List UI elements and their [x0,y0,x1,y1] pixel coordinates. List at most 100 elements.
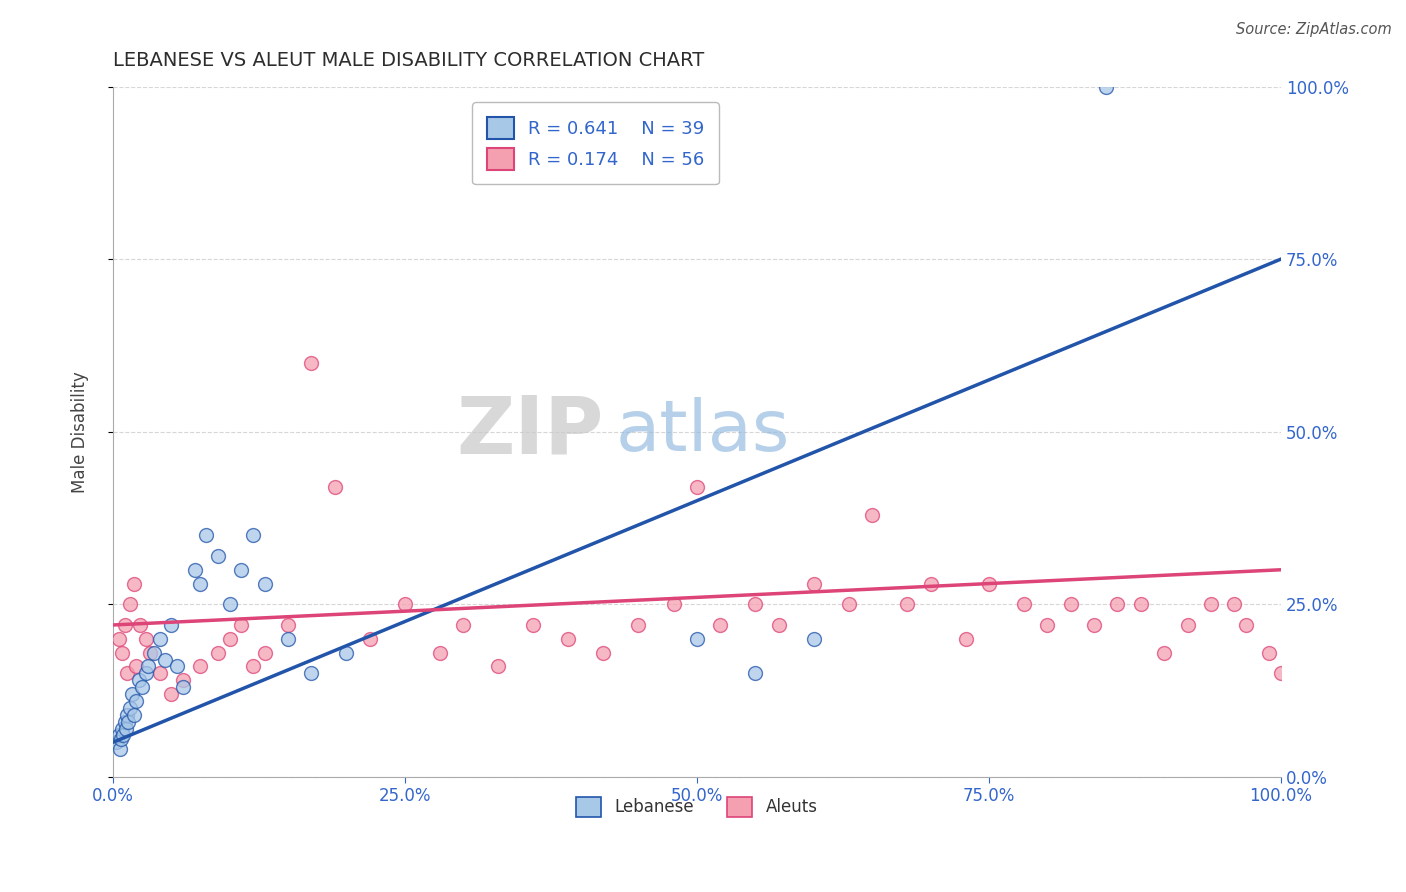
Point [301,666,323,681]
Point [627,618,650,632]
Point [253,646,276,660]
Point [709,618,731,632]
Point [453,618,475,632]
Point [122,707,145,722]
Point [136,659,159,673]
Point [166,659,188,673]
Point [111,722,134,736]
Point [768,618,790,632]
Point [557,632,579,646]
Point [686,632,709,646]
Point [115,707,138,722]
Point [1258,646,1281,660]
Point [218,597,240,611]
Point [1234,618,1257,632]
Point [1153,646,1175,660]
Point [120,597,142,611]
Point [115,666,138,681]
Point [117,714,139,729]
Point [172,680,194,694]
Point [207,549,229,563]
Point [301,356,323,370]
Point [114,714,136,729]
Legend: Lebanese, Aleuts: Lebanese, Aleuts [569,790,824,823]
Text: Source: ZipAtlas.com: Source: ZipAtlas.com [1236,22,1392,37]
Point [190,576,212,591]
Point [155,652,177,666]
Text: LEBANESE VS ALEUT MALE DISABILITY CORRELATION CHART: LEBANESE VS ALEUT MALE DISABILITY CORREL… [112,51,704,70]
Point [860,508,883,522]
Point [1094,79,1116,94]
Point [218,632,240,646]
Point [131,680,153,694]
Point [231,563,253,577]
Point [335,646,357,660]
Point [323,480,346,494]
Point [803,576,825,591]
Point [662,597,685,611]
Point [135,632,157,646]
Point [114,618,136,632]
Point [122,576,145,591]
Point [686,480,709,494]
Point [125,659,148,673]
Point [394,597,416,611]
Point [592,646,614,660]
Point [1012,597,1035,611]
Point [183,563,205,577]
Point [128,618,150,632]
Point [920,576,942,591]
Point [114,722,136,736]
Point [522,618,544,632]
Point [803,632,825,646]
Point [128,673,150,688]
Point [1223,597,1246,611]
Point [195,528,218,542]
Point [148,666,170,681]
Point [277,632,299,646]
Point [1270,666,1292,681]
Point [429,646,451,660]
Point [142,646,165,660]
Point [135,666,157,681]
Point [107,728,129,742]
Point [111,646,134,660]
Y-axis label: Male Disability: Male Disability [72,371,89,492]
Point [253,576,276,591]
Point [207,646,229,660]
Point [160,687,183,701]
Point [277,618,299,632]
Point [190,659,212,673]
Text: atlas: atlas [616,397,790,467]
Text: ZIP: ZIP [456,392,603,471]
Point [172,673,194,688]
Point [1083,618,1105,632]
Point [1036,618,1059,632]
Point [1129,597,1152,611]
Point [359,632,381,646]
Point [744,597,766,611]
Point [107,632,129,646]
Point [896,597,918,611]
Point [1107,597,1129,611]
Point [160,618,183,632]
Point [125,694,148,708]
Point [838,597,860,611]
Point [977,576,1000,591]
Point [121,687,143,701]
Point [120,701,142,715]
Point [955,632,977,646]
Point [148,632,170,646]
Point [139,646,162,660]
Point [108,742,131,756]
Point [242,659,264,673]
Point [112,728,135,742]
Point [1060,597,1083,611]
Point [1177,618,1199,632]
Point [744,666,766,681]
Point [231,618,253,632]
Point [110,731,132,746]
Point [486,659,509,673]
Point [242,528,264,542]
Point [1199,597,1222,611]
